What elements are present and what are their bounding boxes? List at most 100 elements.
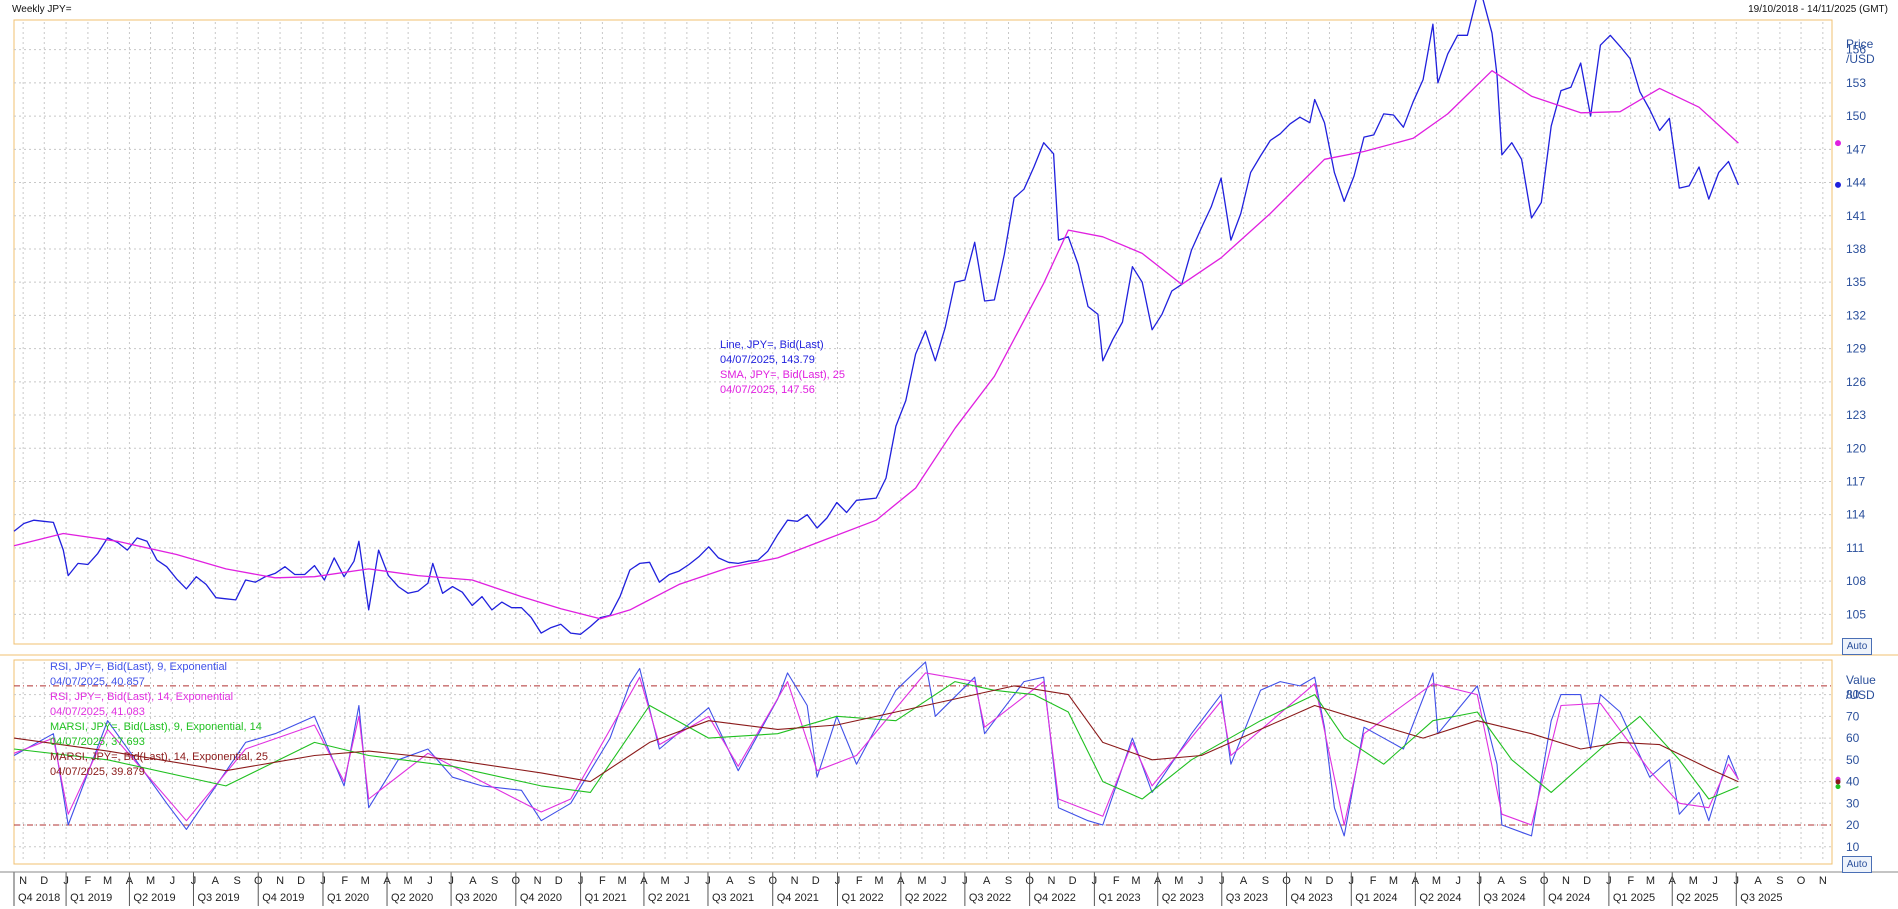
month-tick-label: M bbox=[1646, 875, 1655, 887]
month-tick-label: N bbox=[791, 875, 799, 887]
price-tick-label: 111 bbox=[1846, 541, 1865, 555]
month-tick-label: N bbox=[1304, 875, 1312, 887]
quarter-tick-label: Q2 2023 bbox=[1162, 892, 1204, 904]
month-tick-label: F bbox=[1113, 875, 1120, 887]
month-tick-label: N bbox=[1819, 875, 1827, 887]
sma-series bbox=[13, 70, 1739, 620]
indicator-legend-name: RSI, JPY=, Bid(Last), 14, Exponential bbox=[50, 691, 233, 703]
month-tick-label: M bbox=[103, 875, 112, 887]
quarter-tick-label: Q2 2022 bbox=[905, 892, 947, 904]
quarter-tick-label: Q3 2022 bbox=[969, 892, 1011, 904]
chart-title: Weekly JPY= bbox=[12, 4, 72, 15]
month-tick-label: F bbox=[1370, 875, 1377, 887]
month-tick-label: D bbox=[1583, 875, 1591, 887]
month-tick-label: N bbox=[1047, 875, 1055, 887]
price-tick-label: 123 bbox=[1846, 408, 1866, 422]
marsi9-series bbox=[13, 681, 1739, 800]
quarter-tick-label: Q3 2021 bbox=[712, 892, 754, 904]
indicator-legend-name: MARSI, JPY=, Bid(Last), 14, Exponential,… bbox=[50, 751, 268, 763]
auto-scale-indicator-button[interactable]: Auto bbox=[1842, 856, 1872, 873]
month-tick-label: S bbox=[1262, 875, 1269, 887]
quarter-tick-label: Q1 2025 bbox=[1613, 892, 1655, 904]
quarter-tick-label: Q2 2025 bbox=[1676, 892, 1718, 904]
price-tick-label: 129 bbox=[1846, 342, 1866, 356]
rsi14-series bbox=[13, 672, 1739, 826]
marsi14-series-last-marker bbox=[1835, 779, 1841, 785]
indicator-axis-label-line2: /USD bbox=[1846, 688, 1875, 702]
month-tick-label: F bbox=[856, 875, 863, 887]
month-tick-label: F bbox=[599, 875, 606, 887]
month-tick-label: M bbox=[874, 875, 883, 887]
month-tick-label: M bbox=[1131, 875, 1140, 887]
price-legend-value: 04/07/2025, 143.79 bbox=[720, 354, 815, 366]
month-tick-label: A bbox=[212, 875, 220, 887]
month-tick-label: A bbox=[469, 875, 477, 887]
quarter-tick-label: Q3 2020 bbox=[455, 892, 497, 904]
month-tick-label: S bbox=[233, 875, 240, 887]
indicator-legend-name: MARSI, JPY=, Bid(Last), 9, Exponential, … bbox=[50, 721, 262, 733]
price-last-marker bbox=[1835, 181, 1841, 188]
price-tick-label: 156 bbox=[1846, 43, 1866, 57]
sma-last-marker bbox=[1835, 140, 1841, 147]
price-tick-label: 105 bbox=[1846, 607, 1866, 621]
month-tick-label: A bbox=[726, 875, 734, 887]
indicator-tick-label: 70 bbox=[1846, 709, 1860, 723]
indicator-legend-value: 04/07/2025, 39.879 bbox=[50, 766, 145, 778]
quarter-tick-label: Q3 2019 bbox=[197, 892, 239, 904]
month-tick-label: O bbox=[1797, 875, 1806, 887]
quarter-tick-label: Q3 2025 bbox=[1740, 892, 1782, 904]
marsi14-series bbox=[13, 685, 1739, 783]
quarter-tick-label: Q4 2022 bbox=[1034, 892, 1076, 904]
auto-scale-price-button[interactable]: Auto bbox=[1842, 638, 1872, 655]
quarter-tick-label: Q3 2023 bbox=[1226, 892, 1268, 904]
month-tick-label: J bbox=[941, 875, 947, 887]
month-tick-label: M bbox=[1689, 875, 1698, 887]
rsi9-series bbox=[13, 661, 1739, 837]
axes: NDJFMAMJJASONDJFMAMJJASONDJFMAMJJASONDJF… bbox=[0, 37, 1898, 906]
indicator-panel-frame bbox=[13, 659, 1833, 865]
quarter-tick-label: Q4 2021 bbox=[777, 892, 819, 904]
price-tick-label: 138 bbox=[1846, 242, 1866, 256]
quarter-tick-label: Q1 2024 bbox=[1355, 892, 1397, 904]
price-tick-label: 153 bbox=[1846, 76, 1866, 90]
grid bbox=[0, 19, 1898, 865]
price-legend-value: 04/07/2025, 147.56 bbox=[720, 384, 815, 396]
indicator-axis-label: Value/USD bbox=[1846, 673, 1876, 702]
month-tick-label: D bbox=[555, 875, 563, 887]
quarter-tick-label: Q4 2024 bbox=[1548, 892, 1590, 904]
quarter-tick-label: Q2 2021 bbox=[648, 892, 690, 904]
quarter-tick-label: Q3 2024 bbox=[1483, 892, 1525, 904]
quarter-tick-label: Q1 2022 bbox=[841, 892, 883, 904]
month-tick-label: A bbox=[983, 875, 991, 887]
month-tick-label: J bbox=[684, 875, 690, 887]
indicator-tick-label: 20 bbox=[1846, 818, 1860, 832]
quarter-tick-label: Q4 2018 bbox=[18, 892, 60, 904]
month-tick-label: M bbox=[146, 875, 155, 887]
price-line-series bbox=[13, 0, 1739, 635]
month-tick-label: F bbox=[341, 875, 348, 887]
indicator-axis-label-line1: Value bbox=[1846, 673, 1876, 687]
month-tick-label: J bbox=[1712, 875, 1718, 887]
month-tick-label: J bbox=[170, 875, 176, 887]
price-axis-label-line1: Price bbox=[1846, 37, 1874, 51]
quarter-tick-label: Q4 2019 bbox=[262, 892, 304, 904]
price-tick-label: 141 bbox=[1846, 209, 1866, 223]
month-tick-label: F bbox=[85, 875, 92, 887]
month-tick-label: S bbox=[491, 875, 498, 887]
month-tick-label: S bbox=[1519, 875, 1526, 887]
price-tick-label: 135 bbox=[1846, 275, 1866, 289]
month-tick-label: M bbox=[917, 875, 926, 887]
quarter-tick-label: Q2 2024 bbox=[1419, 892, 1461, 904]
indicator-tick-label: 10 bbox=[1846, 840, 1860, 854]
month-tick-label: D bbox=[1325, 875, 1333, 887]
price-axis-label: Price/USD bbox=[1846, 37, 1875, 66]
indicator-legend-name: RSI, JPY=, Bid(Last), 9, Exponential bbox=[50, 661, 227, 673]
indicator-tick-label: 60 bbox=[1846, 731, 1860, 745]
month-tick-label: S bbox=[1776, 875, 1783, 887]
quarter-tick-label: Q1 2021 bbox=[585, 892, 627, 904]
month-tick-label: M bbox=[618, 875, 627, 887]
legends: Line, JPY=, Bid(Last) 04/07/2025, 143.79 S… bbox=[50, 339, 845, 778]
price-tick-label: 114 bbox=[1846, 508, 1865, 522]
indicator-tick-label: 50 bbox=[1846, 753, 1860, 767]
